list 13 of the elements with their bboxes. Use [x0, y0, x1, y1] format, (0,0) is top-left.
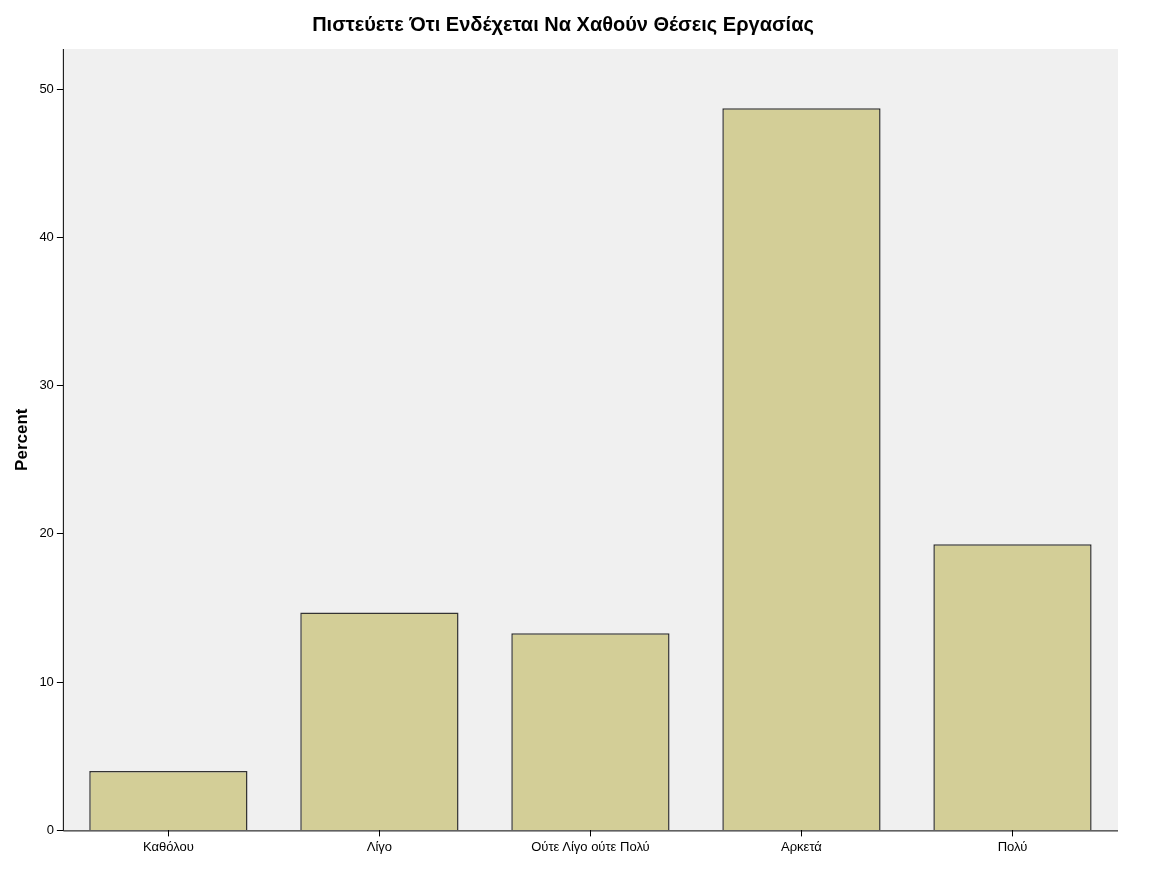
chart-title: Πιστεύετε Ότι Ενδέχεται Να Χαθούν Θέσεις Εργασίας — [312, 12, 814, 35]
y-tick-label: 10 — [39, 673, 54, 689]
y-tick-label: 40 — [39, 228, 54, 244]
y-tick-label: 20 — [39, 525, 54, 541]
y-tick-label: 0 — [46, 821, 54, 837]
x-tick-label: Ούτε Λίγο ούτε Πολύ — [531, 838, 650, 854]
y-axis-title: Percent — [11, 408, 31, 471]
x-tick-label: Αρκετά — [781, 838, 823, 854]
x-tick-label: Λίγο — [366, 838, 393, 854]
y-tick-label: 30 — [39, 377, 54, 393]
x-tick-label: Πολύ — [997, 838, 1028, 854]
x-tick-label: Καθόλου — [142, 838, 194, 854]
y-tick-label: 50 — [39, 80, 54, 96]
